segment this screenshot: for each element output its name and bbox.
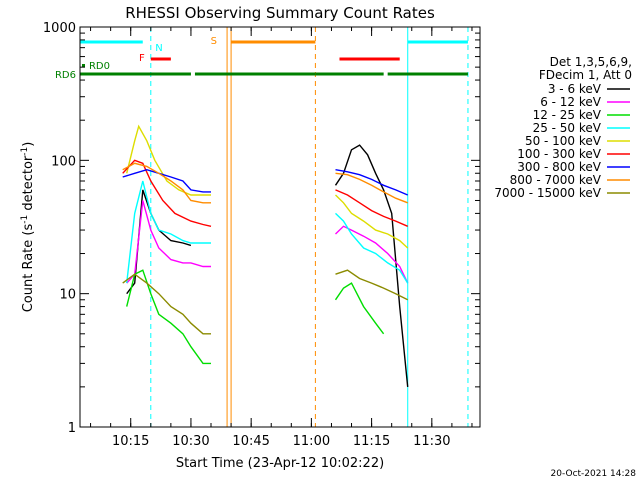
legend-entry-label: 300 - 800 keV (517, 160, 601, 174)
y-tick-label: 10 (59, 288, 76, 303)
flag-label: S (211, 36, 217, 47)
x-tick-label: 11:15 (353, 434, 390, 449)
x-tick-label: 10:15 (112, 434, 149, 449)
y-tick-label: 1000 (43, 21, 76, 36)
legend-header-line-2: FDecim 1, Att 0 (539, 68, 632, 82)
legend-entry-label: 12 - 25 keV (533, 108, 602, 122)
series-line (122, 168, 408, 196)
series-line (126, 200, 409, 284)
legend-entry-label: 50 - 100 keV (525, 134, 602, 148)
legend-entry-label: 6 - 12 keV (540, 95, 602, 109)
x-axis: 10:15 10:30 10:45 11:00 11:15 11:30 (90, 27, 473, 449)
series-line (122, 159, 408, 227)
legend-entry-label: 3 - 6 keV (548, 82, 602, 96)
series-line (122, 269, 409, 335)
footer-timestamp: 20-Oct-2021 14:28 (551, 469, 637, 479)
status-flags: N S F RD0 RD6 (55, 36, 468, 81)
y-tick-label: 100 (51, 154, 76, 169)
plot-frame (79, 26, 481, 428)
x-tick-label: 11:00 (293, 434, 330, 449)
legend: Det 1,3,5,6,9, FDecim 1, Att 0 3 - 6 keV… (494, 55, 632, 200)
y-axis-label: Count Rate (s-1 detector-1) (20, 142, 36, 313)
series-line (126, 269, 385, 365)
legend-entry-label: 25 - 50 keV (533, 121, 602, 135)
x-tick-label: 11:30 (413, 434, 450, 449)
legend-entry-label: 7000 - 15000 keV (494, 186, 601, 200)
x-tick-label: 10:30 (172, 434, 209, 449)
flag-label: F (139, 53, 145, 64)
flag-label: RD6 (55, 70, 76, 81)
rd0-marker (82, 64, 85, 67)
series-line (122, 162, 408, 204)
chart-title: RHESSI Observing Summary Count Rates (125, 4, 435, 22)
series-line (126, 124, 409, 249)
flag-label: RD0 (89, 61, 110, 72)
legend-entry-label: 100 - 300 keV (517, 147, 601, 161)
series-line (126, 180, 409, 284)
x-axis-label: Start Time (23-Apr-12 10:02:22) (176, 456, 384, 471)
y-tick-label: 1 (68, 421, 76, 436)
legend-header-line-1: Det 1,3,5,6,9, (550, 55, 632, 69)
legend-entry-label: 800 - 7000 keV (510, 173, 602, 187)
y-axis: 1 10 100 1000 (43, 21, 480, 436)
x-tick-label: 10:45 (232, 434, 269, 449)
flag-label: N (155, 43, 162, 54)
series-lines (122, 124, 409, 387)
